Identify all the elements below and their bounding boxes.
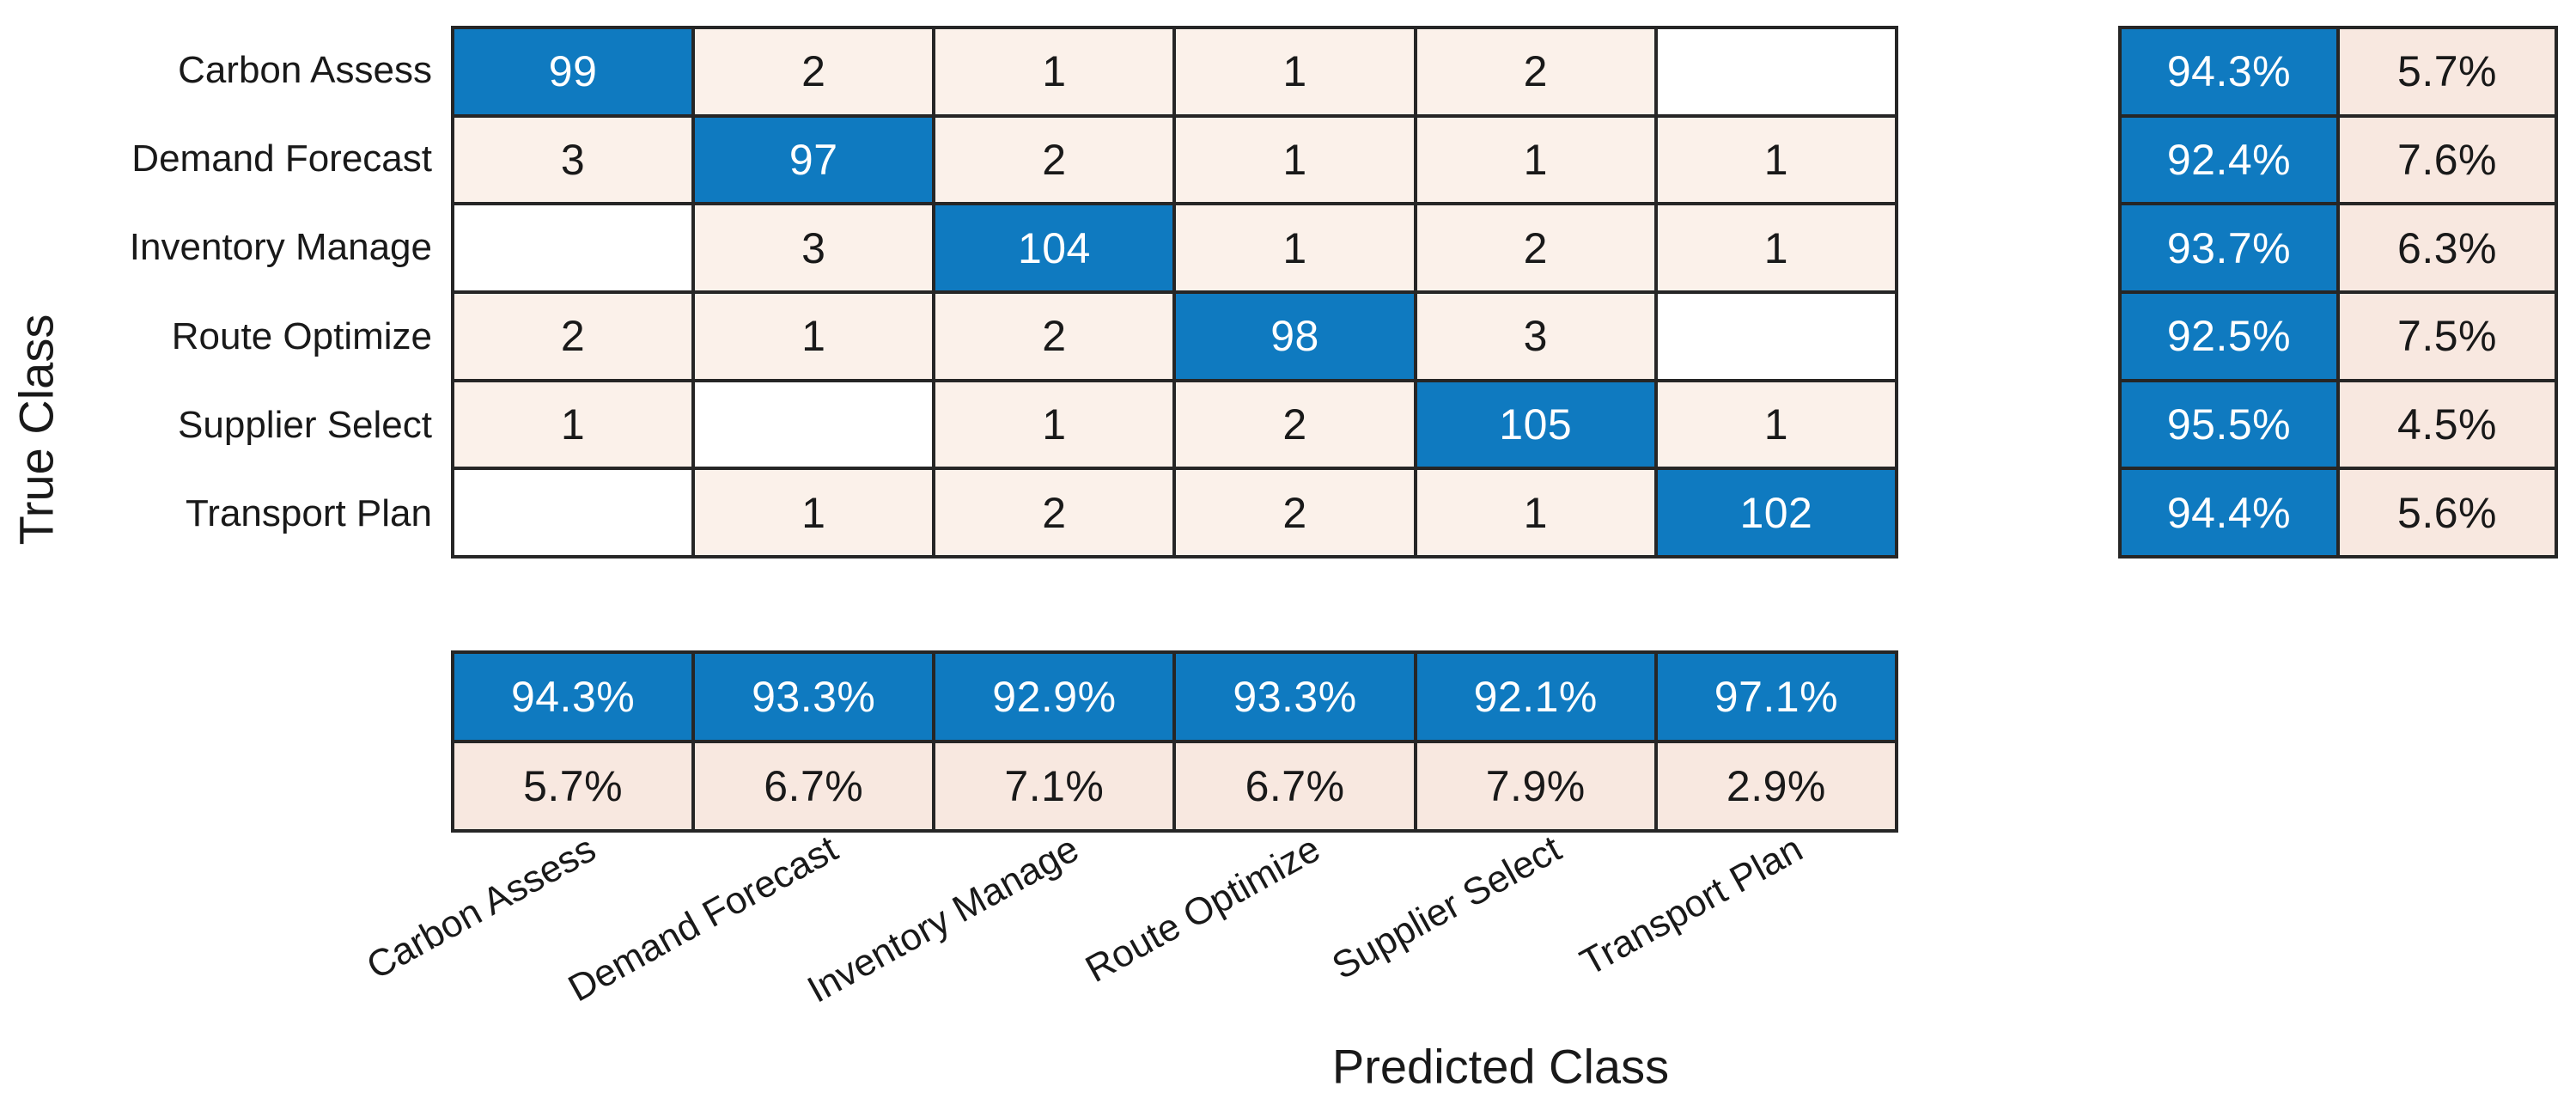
col-summary-fdr-0: 5.7%: [454, 743, 692, 829]
matrix-cell-r5c4: 1: [1416, 470, 1654, 555]
matrix-cell-r3c0: 2: [454, 293, 692, 379]
row-summary-tpr-1: 92.4%: [2122, 117, 2336, 203]
y-tick-label-1: Demand Forecast: [131, 137, 432, 180]
x-tick-label-2: Inventory Manage: [800, 827, 1086, 1011]
matrix-cell-r2c3: 1: [1176, 205, 1414, 290]
row-summary-fnr-4: 4.5%: [2340, 381, 2555, 467]
matrix-cell-r4c1: [695, 381, 933, 467]
row-summary-tpr-2: 93.7%: [2122, 205, 2336, 290]
matrix-cell-r5c5: 102: [1657, 470, 1895, 555]
col-summary-fdr-3: 6.7%: [1176, 743, 1414, 829]
col-summary-ppv-3: 93.3%: [1176, 654, 1414, 740]
matrix-cell-r4c0: 1: [454, 381, 692, 467]
matrix-cell-r3c4: 3: [1416, 293, 1654, 379]
matrix-cell-r3c2: 2: [935, 293, 1173, 379]
col-summary-fdr-5: 2.9%: [1657, 743, 1895, 829]
row-summary-tpr-0: 94.3%: [2122, 29, 2336, 114]
col-summary-ppv-0: 94.3%: [454, 654, 692, 740]
matrix-cell-r4c4: 105: [1416, 381, 1654, 467]
x-tick-label-0: Carbon Assess: [360, 827, 604, 988]
x-tick-label-3: Route Optimize: [1078, 827, 1327, 992]
col-summary-ppv-5: 97.1%: [1657, 654, 1895, 740]
matrix-cell-r0c3: 1: [1176, 29, 1414, 114]
col-summary-fdr-2: 7.1%: [935, 743, 1173, 829]
matrix-cell-r1c1: 97: [695, 117, 933, 203]
matrix-cell-r2c1: 3: [695, 205, 933, 290]
x-axis-title: Predicted Class: [1331, 1039, 1670, 1094]
matrix-cell-r5c2: 2: [935, 470, 1173, 555]
y-tick-label-0: Carbon Assess: [178, 48, 432, 91]
matrix-cell-r1c0: 3: [454, 117, 692, 203]
x-tick-label-1: Demand Forecast: [561, 827, 844, 1010]
y-tick-label-5: Transport Plan: [186, 492, 432, 535]
col-summary-fdr-4: 7.9%: [1416, 743, 1654, 829]
matrix-cell-r0c4: 2: [1416, 29, 1654, 114]
row-summary-tpr-3: 92.5%: [2122, 293, 2336, 379]
row-summary-tpr-5: 94.4%: [2122, 470, 2336, 555]
matrix-cell-r2c2: 104: [935, 205, 1173, 290]
matrix-cell-r0c1: 2: [695, 29, 933, 114]
row-summary-fnr-0: 5.7%: [2340, 29, 2555, 114]
matrix-cell-r5c1: 1: [695, 470, 933, 555]
x-tick-label-4: Supplier Select: [1325, 827, 1568, 988]
matrix-cell-r1c5: 1: [1657, 117, 1895, 203]
matrix-cell-r3c5: [1657, 293, 1895, 379]
matrix-cell-r5c3: 2: [1176, 470, 1414, 555]
col-summary-fdr-1: 6.7%: [695, 743, 933, 829]
col-summary-ppv-2: 92.9%: [935, 654, 1173, 740]
matrix-cell-r2c0: [454, 205, 692, 290]
row-summary-fnr-3: 7.5%: [2340, 293, 2555, 379]
y-tick-labels: Carbon Assess Demand Forecast Inventory Ma…: [0, 26, 432, 558]
matrix-cell-r3c3: 98: [1176, 293, 1414, 379]
col-summary-ppv-1: 93.3%: [695, 654, 933, 740]
y-tick-label-3: Route Optimize: [171, 314, 432, 357]
matrix-cell-r2c5: 1: [1657, 205, 1895, 290]
matrix-cell-r0c0: 99: [454, 29, 692, 114]
matrix-cell-r5c0: [454, 470, 692, 555]
matrix-cell-r2c4: 2: [1416, 205, 1654, 290]
matrix-cell-r1c3: 1: [1176, 117, 1414, 203]
row-summary-fnr-2: 6.3%: [2340, 205, 2555, 290]
matrix-cell-r0c2: 1: [935, 29, 1173, 114]
matrix-cell-r3c1: 1: [695, 293, 933, 379]
col-summary-ppv-4: 92.1%: [1416, 654, 1654, 740]
matrix-cell-r0c5: [1657, 29, 1895, 114]
matrix-cell-r4c2: 1: [935, 381, 1173, 467]
matrix-cell-r4c5: 1: [1657, 381, 1895, 467]
row-summary-tpr-4: 95.5%: [2122, 381, 2336, 467]
matrix-cell-r1c2: 2: [935, 117, 1173, 203]
matrix-cell-r1c4: 1: [1416, 117, 1654, 203]
row-summary-grid: 94.3% 5.7% 92.4% 7.6% 93.7% 6.3% 92.5% 7.5% 95.5…: [2118, 26, 2558, 558]
y-tick-label-4: Supplier Select: [178, 403, 432, 446]
row-summary-fnr-1: 7.6%: [2340, 117, 2555, 203]
confusion-matrix-grid: 99 2 1 1 2 3 97 2 1 1 1 3 104 1 2 1 2 1 2 98 3 1 1 2 105 1 1 2 2 1 102: [451, 26, 1898, 558]
row-summary-fnr-5: 5.6%: [2340, 470, 2555, 555]
y-tick-label-2: Inventory Manage: [129, 226, 432, 269]
column-summary-grid: 94.3% 93.3% 92.9% 93.3% 92.1% 97.1% 5.7% 6.7% 7.…: [451, 650, 1898, 833]
matrix-cell-r4c3: 2: [1176, 381, 1414, 467]
x-tick-label-5: Transport Plan: [1573, 827, 1810, 985]
